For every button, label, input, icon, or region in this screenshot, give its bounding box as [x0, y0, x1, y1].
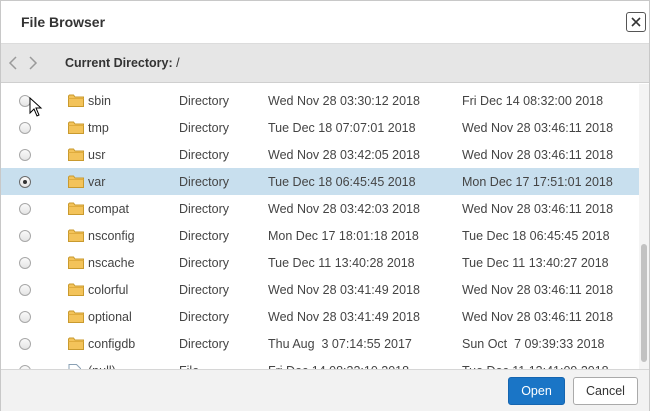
- file-name: nsconfig: [88, 228, 135, 243]
- file-name: colorful: [88, 282, 129, 297]
- folder-icon: [68, 94, 84, 107]
- file-type: Directory: [179, 282, 230, 297]
- file-type: Directory: [179, 309, 230, 324]
- table-row[interactable]: sbin Directory Wed Nov 28 03:30:12 2018 Fri…: [1, 87, 639, 114]
- file-icon: [68, 364, 84, 369]
- file-name: compat: [88, 201, 129, 216]
- row-radio[interactable]: [19, 256, 31, 269]
- chevron-left-icon: [8, 56, 17, 70]
- row-radio[interactable]: [19, 202, 31, 215]
- table-row[interactable]: nsconfig Directory Mon Dec 17 18:01:18 201…: [1, 222, 639, 249]
- back-button[interactable]: [5, 53, 21, 73]
- table-row[interactable]: var Directory Tue Dec 18 06:45:45 2018 Mon …: [1, 168, 639, 195]
- file-type: Directory: [179, 174, 230, 189]
- chevron-right-icon: [29, 56, 38, 70]
- file-name: tmp: [88, 120, 109, 135]
- table-row[interactable]: nscache Directory Tue Dec 11 13:40:28 2018…: [1, 249, 639, 276]
- row-radio[interactable]: [19, 148, 31, 161]
- modified-date: Wed Nov 28 03:46:11 2018: [462, 147, 614, 162]
- file-type: Directory: [179, 201, 230, 216]
- modified-date: Wed Nov 28 03:46:11 2018: [462, 309, 614, 324]
- created-date: Wed Nov 28 03:41:49 2018: [268, 309, 420, 324]
- mouse-cursor-icon: [29, 97, 43, 117]
- close-icon: [631, 17, 641, 27]
- created-date: Wed Nov 28 03:41:49 2018: [268, 282, 420, 297]
- current-directory: Current Directory: /: [65, 56, 180, 70]
- modified-date: Fri Dec 14 08:32:00 2018: [462, 93, 604, 108]
- file-type: File: [179, 364, 199, 370]
- created-date: Thu Aug 3 07:14:55 2017: [268, 336, 412, 351]
- file-type: Directory: [179, 147, 230, 162]
- file-list: sbin Directory Wed Nov 28 03:30:12 2018 Fri…: [1, 84, 639, 369]
- row-radio[interactable]: [19, 310, 31, 323]
- folder-icon: [68, 121, 84, 134]
- dialog-title: File Browser: [21, 14, 106, 30]
- table-row[interactable]: configdb Directory Thu Aug 3 07:14:55 2017…: [1, 330, 639, 357]
- folder-icon: [68, 310, 84, 323]
- file-name: var: [88, 174, 106, 189]
- file-type: Directory: [179, 336, 230, 351]
- modified-date: Tue Dec 11 13:41:09 2018: [462, 364, 609, 370]
- created-date: Tue Dec 18 07:07:01 2018: [268, 120, 416, 135]
- created-date: Fri Dec 14 08:32:10 2018: [268, 364, 409, 370]
- file-name: sbin: [88, 93, 111, 108]
- scrollbar[interactable]: [639, 84, 649, 369]
- modified-date: Mon Dec 17 17:51:01 2018: [462, 174, 613, 189]
- table-row[interactable]: optional Directory Wed Nov 28 03:41:49 201…: [1, 303, 639, 330]
- current-directory-label: Current Directory:: [65, 56, 173, 70]
- created-date: Tue Dec 18 06:45:45 2018: [268, 174, 416, 189]
- row-radio[interactable]: [19, 121, 31, 134]
- file-name: optional: [88, 309, 132, 324]
- table-row[interactable]: usr Directory Wed Nov 28 03:42:05 2018 Wed …: [1, 141, 639, 168]
- row-radio[interactable]: [19, 229, 31, 242]
- folder-icon: [68, 256, 84, 269]
- current-directory-value: /: [176, 56, 180, 70]
- folder-icon: [68, 283, 84, 296]
- created-date: Tue Dec 11 13:40:28 2018: [268, 255, 415, 270]
- modified-date: Wed Nov 28 03:46:11 2018: [462, 282, 614, 297]
- file-type: Directory: [179, 228, 230, 243]
- file-type: Directory: [179, 255, 230, 270]
- modified-date: Sun Oct 7 09:39:33 2018: [462, 336, 605, 351]
- table-row[interactable]: compat Directory Wed Nov 28 03:42:03 2018 W…: [1, 195, 639, 222]
- modified-date: Tue Dec 11 13:40:27 2018: [462, 255, 609, 270]
- file-name: (null): [88, 364, 116, 370]
- folder-icon: [68, 175, 84, 188]
- scrollbar-thumb[interactable]: [641, 244, 647, 362]
- created-date: Wed Nov 28 03:30:12 2018: [268, 93, 420, 108]
- open-button[interactable]: Open: [508, 377, 565, 405]
- forward-button[interactable]: [25, 53, 41, 73]
- table-row[interactable]: tmp Directory Tue Dec 18 07:07:01 2018 Wed …: [1, 114, 639, 141]
- file-name: configdb: [88, 336, 136, 351]
- file-type: Directory: [179, 93, 230, 108]
- modified-date: Wed Nov 28 03:46:11 2018: [462, 120, 614, 135]
- table-row[interactable]: colorful Directory Wed Nov 28 03:41:49 201…: [1, 276, 639, 303]
- modified-date: Tue Dec 18 06:45:45 2018: [462, 228, 610, 243]
- row-radio[interactable]: [19, 175, 31, 188]
- row-radio[interactable]: [19, 283, 31, 296]
- close-button[interactable]: [626, 12, 646, 32]
- created-date: Mon Dec 17 18:01:18 2018: [268, 228, 419, 243]
- row-radio[interactable]: [19, 337, 31, 350]
- created-date: Wed Nov 28 03:42:05 2018: [268, 147, 420, 162]
- file-name: usr: [88, 147, 106, 162]
- file-type: Directory: [179, 120, 230, 135]
- toolbar: Current Directory: /: [1, 44, 649, 83]
- modified-date: Wed Nov 28 03:46:11 2018: [462, 201, 614, 216]
- folder-icon: [68, 202, 84, 215]
- table-row[interactable]: (null) File Fri Dec 14 08:32:10 2018 Tue De…: [1, 357, 639, 369]
- folder-icon: [68, 148, 84, 161]
- cancel-button[interactable]: Cancel: [573, 377, 638, 405]
- folder-icon: [68, 229, 84, 242]
- title-bar: File Browser: [1, 1, 649, 44]
- folder-icon: [68, 337, 84, 350]
- file-name: nscache: [88, 255, 135, 270]
- created-date: Wed Nov 28 03:42:03 2018: [268, 201, 420, 216]
- dialog-footer: Open Cancel: [1, 369, 649, 411]
